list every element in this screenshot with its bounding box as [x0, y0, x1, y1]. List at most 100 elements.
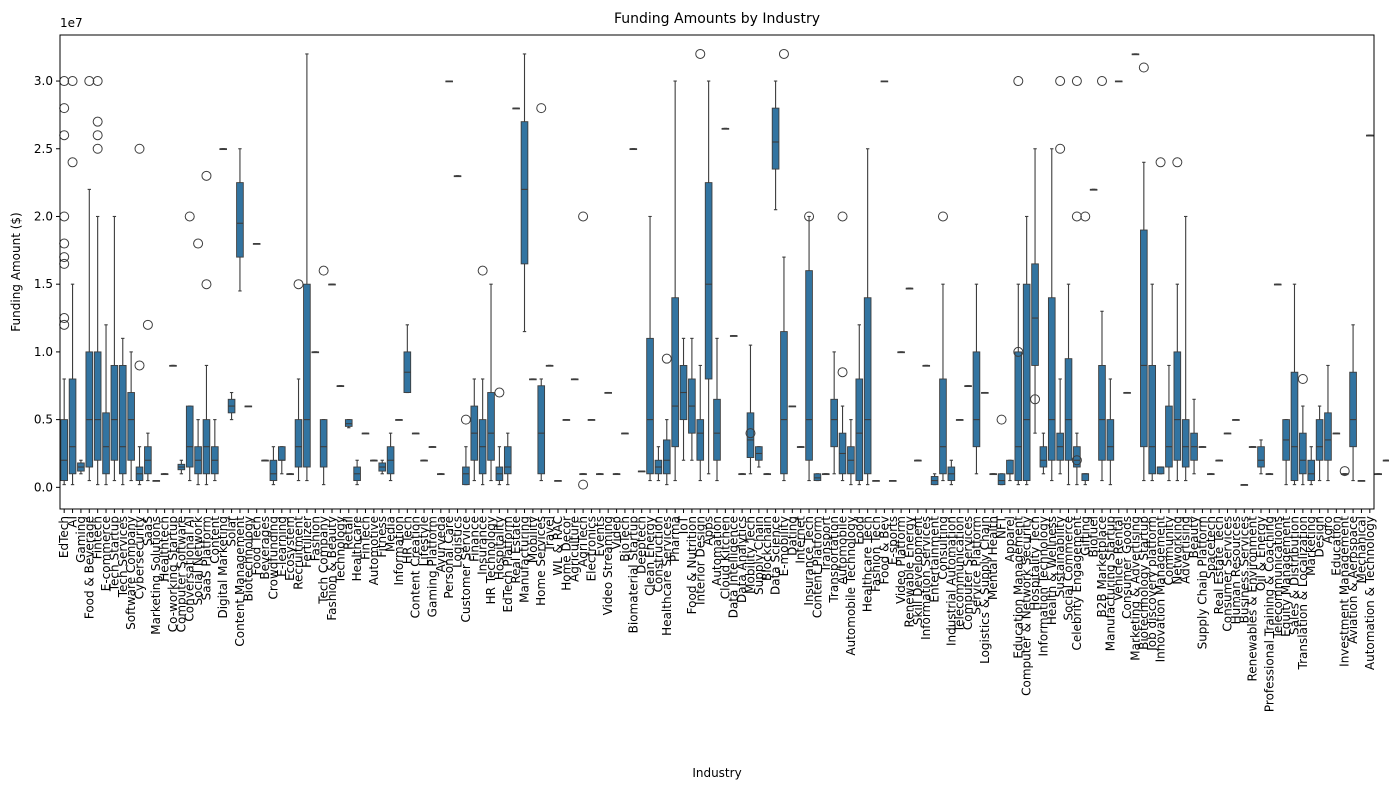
box-49 — [470, 378, 479, 482]
x-tick-label: Insurance Tech — [802, 516, 816, 606]
iqr-box — [537, 385, 546, 475]
x-tick-label: Consumer Goods — [1120, 516, 1134, 619]
x-tick-label: Social Network — [191, 516, 205, 606]
x-tick-label: Marketing Solutions — [149, 516, 163, 635]
y-tick-label: 0.5 — [34, 413, 53, 427]
x-tick-label: Entertainment — [928, 516, 942, 603]
box-106 — [947, 459, 956, 486]
x-tick-label: Home Services — [534, 516, 548, 606]
box-97 — [872, 480, 880, 482]
iqr-box — [1173, 351, 1182, 461]
x-tick-label: Computer Services — [961, 516, 975, 630]
box-1 — [67, 76, 78, 486]
iqr-box — [771, 107, 780, 170]
box-66 — [612, 473, 621, 476]
box-39 — [386, 432, 395, 482]
iqr-box — [185, 405, 194, 468]
box-25 — [269, 446, 278, 486]
box-87 — [788, 405, 797, 408]
outlier-point — [837, 211, 848, 222]
x-tick-label: Aviation & Aerospace — [1346, 516, 1360, 644]
box-71 — [654, 446, 663, 482]
x-tick-label: Marketing — [1304, 516, 1318, 576]
x-tick-label: Beverages — [258, 516, 272, 580]
outlier-point — [536, 103, 547, 114]
x-tick-label: Tech Startup — [107, 516, 121, 592]
box-150 — [1315, 405, 1324, 482]
box-44 — [428, 446, 437, 448]
x-tick-label: Healthcare Tech — [861, 516, 875, 612]
iqr-box — [269, 459, 278, 482]
box-29 — [303, 53, 311, 482]
y-tick-label: 1.0 — [34, 345, 53, 359]
outlier-point — [695, 48, 706, 59]
x-tick-label: Biofuel — [1087, 516, 1101, 557]
x-tick-label: Networking — [1170, 516, 1184, 585]
box-28 — [293, 279, 304, 482]
box-104 — [930, 473, 939, 486]
x-tick-label: HR Tech — [400, 516, 414, 564]
x-tick-label: Tech Services — [116, 516, 130, 598]
box-118 — [1047, 148, 1056, 482]
box-38 — [378, 459, 387, 475]
x-tick-label: Cloud Kitchen — [718, 516, 732, 599]
box-12 — [160, 473, 169, 476]
iqr-box — [1181, 419, 1190, 468]
box-101 — [905, 287, 914, 290]
x-tick-label: Content Creation — [409, 516, 423, 618]
box-22 — [244, 405, 253, 408]
iqr-box — [939, 378, 947, 475]
x-tick-label: E-commerce — [99, 516, 113, 591]
outlier-point — [1030, 394, 1041, 405]
box-112 — [996, 414, 1007, 486]
box-149 — [1307, 446, 1316, 486]
outlier-point — [578, 211, 589, 222]
outlier-point — [59, 103, 70, 114]
outlier-point — [1013, 346, 1024, 357]
box-47 — [453, 175, 462, 178]
outlier-point — [59, 130, 70, 141]
y-tick-label: 2.5 — [34, 142, 53, 156]
iqr-box — [1014, 351, 1023, 482]
x-tick-label: Sales & Distribution — [1287, 516, 1301, 635]
x-tick-label: Finance — [467, 516, 481, 562]
box-78 — [713, 337, 721, 482]
iqr-box — [696, 419, 705, 461]
x-tick-label: Automotive — [367, 516, 381, 585]
x-tick-label: Personal Care — [442, 516, 456, 599]
box-144 — [1265, 473, 1274, 476]
x-tick-label: NFT — [995, 515, 1009, 539]
iqr-box — [997, 473, 1006, 486]
box-27 — [286, 473, 294, 476]
x-tick-label: Design — [1313, 516, 1327, 557]
x-tick-label: Beauty — [1187, 516, 1201, 558]
outlier-point — [745, 428, 756, 439]
x-tick-label: Pharma — [668, 516, 682, 562]
iqr-box — [855, 378, 864, 482]
box-72 — [661, 353, 672, 486]
x-tick-label: Healthtech — [158, 516, 172, 582]
x-tick-label: Fashion Tech — [869, 516, 883, 592]
box-148 — [1297, 373, 1308, 486]
box-157 — [1374, 473, 1382, 476]
x-tick-label: Digital Marketing — [216, 516, 230, 619]
iqr-box — [1047, 297, 1056, 461]
x-tick-label: Ayurveda — [434, 516, 448, 573]
iqr-box — [746, 412, 755, 458]
x-tick-label: Sustainability — [1053, 516, 1067, 597]
box-134 — [1181, 215, 1190, 482]
x-tick-label: E-mobility — [777, 516, 791, 576]
iqr-box — [1064, 358, 1073, 461]
box-75 — [688, 337, 696, 461]
x-tick-label: Dating — [785, 516, 799, 556]
x-tick-label: Electronics — [584, 516, 598, 581]
x-tick-label: Biotechnology — [241, 516, 255, 602]
x-tick-label: Education Management — [1011, 516, 1025, 659]
x-tick-label: Automobile — [836, 516, 850, 585]
box-93 — [837, 211, 848, 482]
x-tick-label: Professional Training & Coaching — [1262, 516, 1276, 712]
box-40 — [395, 419, 403, 421]
iqr-box — [662, 439, 671, 475]
box-153 — [1339, 466, 1350, 477]
iqr-box — [68, 378, 77, 475]
